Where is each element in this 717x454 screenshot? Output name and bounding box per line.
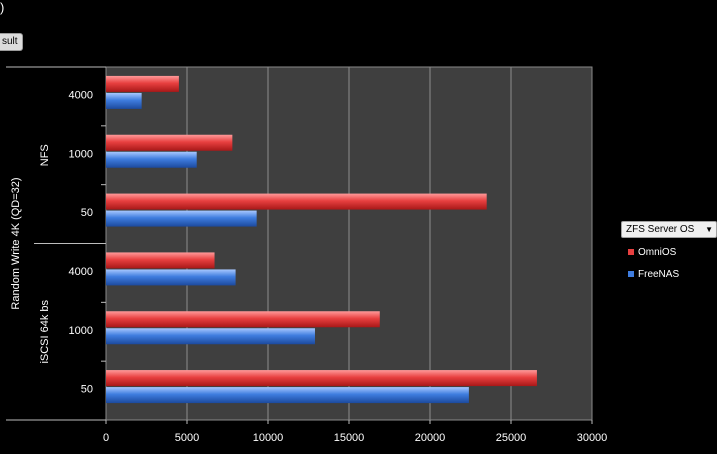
bar-freenas (106, 269, 236, 286)
x-tick-label: 30000 (577, 432, 608, 444)
y-tick-label: 50 (81, 384, 93, 396)
gridlines (186, 67, 512, 420)
legend-dropdown[interactable]: ZFS Server OS ▼ (621, 221, 717, 238)
x-tick-label: 10000 (253, 432, 284, 444)
chevron-down-icon[interactable]: ▼ (705, 225, 713, 234)
y-tick-label: 1000 (69, 148, 93, 160)
legend-label: OmniOS (638, 246, 677, 258)
bar-omnios (106, 75, 179, 92)
legend-item-freenas[interactable]: FreeNAS (621, 266, 717, 282)
axis-labels: 0 5000 10000 15000 20000 25000 30000 4000 1000 50… (10, 89, 607, 444)
bar-freenas (106, 210, 257, 227)
bar-omnios (106, 311, 380, 328)
axes (6, 66, 593, 424)
bar-freenas (106, 387, 469, 404)
y-tick-label: 50 (81, 207, 93, 219)
bar-freenas (106, 328, 315, 345)
result-tab[interactable]: sult (0, 33, 23, 51)
outer-group-label: Random Write 4K (QD=32) (10, 177, 22, 309)
legend-swatch (628, 249, 634, 255)
y-tick-label: 4000 (69, 266, 93, 278)
bar-freenas (106, 92, 142, 109)
x-tick-label: 25000 (496, 432, 527, 444)
legend: ZFS Server OS ▼ OmniOS FreeNAS (621, 221, 717, 282)
window-title-fragment: ) (0, 0, 5, 15)
legend-title: ZFS Server OS (626, 224, 695, 235)
group-label: iSCSI 64k bs (39, 299, 51, 363)
group-label: NFS (39, 144, 51, 166)
bar-freenas (106, 151, 197, 168)
legend-swatch (628, 271, 634, 277)
bar-omnios (106, 193, 487, 210)
bar-omnios (106, 370, 537, 387)
x-tick-label: 20000 (415, 432, 446, 444)
x-tick-label: 15000 (334, 432, 365, 444)
bar-omnios (106, 252, 215, 269)
y-tick-label: 4000 (69, 89, 93, 101)
bar-omnios (106, 134, 233, 151)
y-tick-label: 1000 (69, 325, 93, 337)
x-tick-label: 5000 (175, 432, 199, 444)
bars (106, 75, 537, 404)
legend-item-omnios[interactable]: OmniOS (621, 244, 717, 260)
x-tick-label: 0 (103, 432, 109, 444)
legend-label: FreeNAS (638, 268, 680, 280)
